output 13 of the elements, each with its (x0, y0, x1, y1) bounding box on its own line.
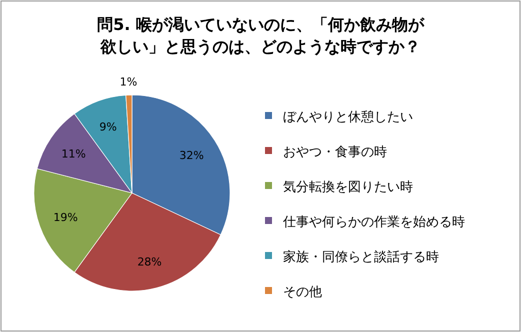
data-label: 1% (120, 75, 138, 88)
data-label: 32% (179, 149, 204, 162)
legend-label: おやつ・食事の時 (283, 145, 387, 160)
data-label: 11% (61, 147, 86, 160)
chart-title: 問5. 喉が渇いていないのに、「何か飲み物が欲しい」と思うのは、どのような時ですか？ (97, 15, 425, 56)
data-label: 19% (53, 210, 78, 224)
legend-label: 仕事や何らかの作業を始める時 (282, 215, 465, 230)
legend-label: その他 (283, 285, 322, 300)
legend-label: ぼんやりと休憩したい (283, 110, 413, 125)
data-label: 9% (99, 120, 117, 134)
legend-label: 家族・同僚らと談話する時 (283, 249, 439, 265)
data-label: 28% (137, 255, 162, 268)
legend-label: 気分転換を図りたい時 (283, 180, 413, 195)
